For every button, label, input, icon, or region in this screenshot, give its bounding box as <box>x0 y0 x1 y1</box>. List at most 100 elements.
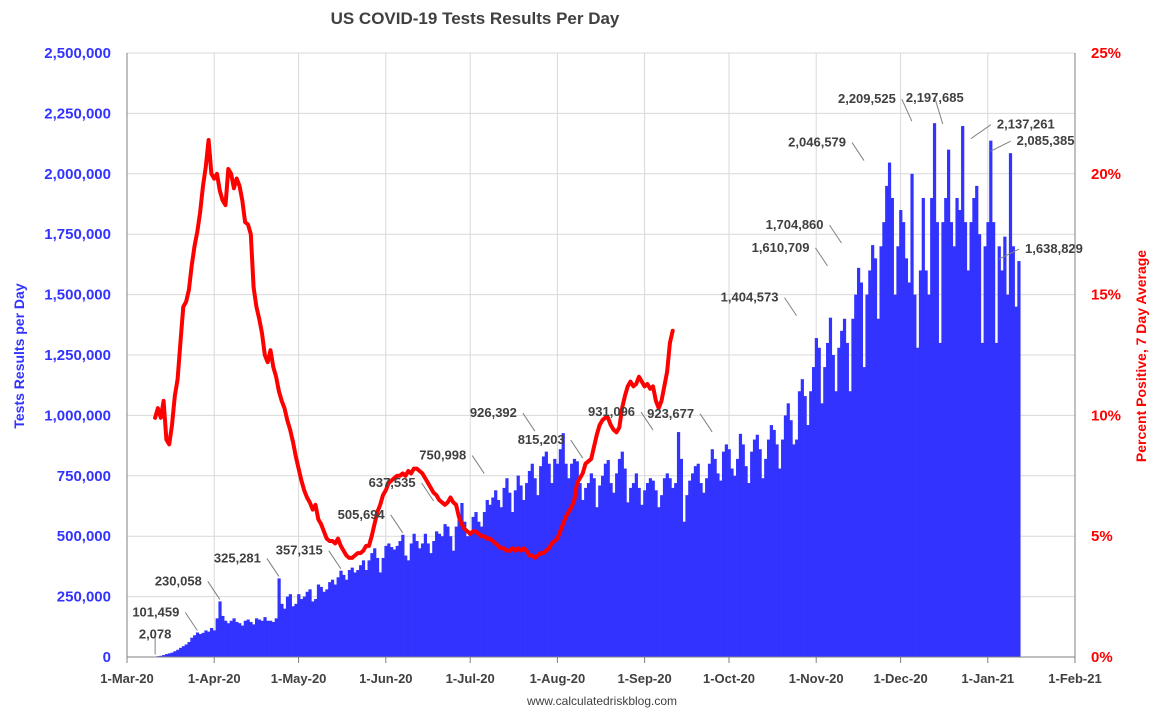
test-bar <box>603 463 608 657</box>
test-bar <box>865 294 869 657</box>
test-bar <box>378 572 382 657</box>
y-tick-label-right: 0% <box>1091 649 1113 666</box>
test-bar <box>359 565 363 657</box>
test-bar <box>890 197 894 657</box>
test-bar <box>586 483 591 657</box>
test-bar <box>941 222 945 657</box>
annotation-label: 1,610,709 <box>752 240 810 255</box>
test-bar <box>651 480 655 657</box>
test-bar <box>713 458 717 657</box>
test-bar <box>924 270 928 657</box>
x-tick-label: 1-Mar-20 <box>100 671 153 686</box>
annotation-leader <box>970 124 992 140</box>
annotations: 2,078 101,459 230,058 325,281 357,315 505,694… <box>132 90 1083 655</box>
test-bar <box>986 222 990 657</box>
test-bar <box>938 342 942 657</box>
test-bar <box>305 591 309 657</box>
test-bar <box>820 403 824 657</box>
y-tick-label-left: 2,500,000 <box>44 45 111 62</box>
test-bar <box>882 222 886 657</box>
test-bar <box>449 536 453 657</box>
test-bar <box>803 396 807 657</box>
test-bar <box>373 548 377 657</box>
test-bar <box>1000 270 1004 657</box>
test-bar <box>646 483 650 657</box>
test-bar <box>432 541 436 657</box>
annotation-leader <box>390 514 404 534</box>
annotation-label: 750,998 <box>419 448 466 463</box>
test-bar <box>224 620 228 657</box>
test-bar <box>339 570 343 657</box>
test-bar <box>896 246 900 657</box>
test-bar <box>361 560 366 657</box>
test-bar <box>243 620 247 657</box>
test-bar <box>899 210 903 658</box>
test-bar <box>797 391 802 657</box>
test-bar <box>682 521 686 657</box>
test-bar <box>578 483 582 657</box>
test-bar <box>297 594 301 657</box>
test-bar <box>392 549 397 657</box>
test-bar <box>162 655 166 657</box>
test-bar <box>854 294 858 657</box>
test-bar <box>226 623 231 657</box>
test-bar <box>325 589 329 657</box>
test-bar <box>269 620 273 657</box>
percent-positive-line <box>153 138 675 560</box>
test-bar <box>508 492 512 657</box>
test-bar <box>966 270 970 657</box>
test-bar <box>879 246 883 657</box>
test-bar <box>994 342 999 657</box>
test-bar <box>761 478 765 657</box>
test-bar <box>935 222 939 657</box>
test-bar <box>781 439 785 657</box>
test-bar <box>350 567 354 657</box>
test-bar <box>477 521 481 657</box>
test-bar <box>595 507 599 657</box>
chart-title: US COVID-19 Tests Results Per Day <box>331 9 620 28</box>
annotation-leader <box>815 247 828 267</box>
test-bar <box>724 444 728 657</box>
test-bar <box>623 468 627 657</box>
annotation-leader <box>207 581 221 600</box>
test-bar <box>190 637 194 657</box>
test-bar <box>328 582 332 657</box>
test-bar <box>209 628 214 657</box>
test-bar <box>406 560 411 657</box>
test-bar <box>848 391 852 657</box>
test-bar <box>657 507 661 657</box>
test-bar <box>274 618 278 657</box>
x-tick-label: 1-Jan-21 <box>961 671 1014 686</box>
test-bar <box>961 126 965 658</box>
test-bar <box>215 618 219 657</box>
annotation-leader <box>471 455 485 474</box>
test-bar <box>699 483 703 657</box>
test-bar <box>975 185 979 657</box>
y-tick-label-right: 15% <box>1091 287 1121 304</box>
test-bar <box>868 270 872 657</box>
test-bar <box>927 294 931 657</box>
test-bar <box>555 463 560 657</box>
test-bar <box>294 603 298 657</box>
test-bar <box>696 463 700 657</box>
test-bar <box>789 420 793 657</box>
test-bar <box>963 222 968 657</box>
test-bar <box>423 533 427 657</box>
test-bar <box>575 461 579 657</box>
test-bar <box>930 197 934 657</box>
test-bar <box>736 458 740 657</box>
annotation-label: 2,209,525 <box>838 91 896 106</box>
test-bar <box>187 642 191 657</box>
test-bar <box>516 475 520 657</box>
test-bar <box>581 499 585 657</box>
test-bar <box>778 468 782 657</box>
annotation-label: 357,315 <box>276 543 323 558</box>
test-bar <box>285 596 290 657</box>
test-bar <box>257 619 262 657</box>
test-bar <box>454 526 458 657</box>
test-bar <box>598 485 602 657</box>
test-bar <box>662 478 667 657</box>
test-bar <box>420 543 425 657</box>
test-bar <box>280 603 284 657</box>
